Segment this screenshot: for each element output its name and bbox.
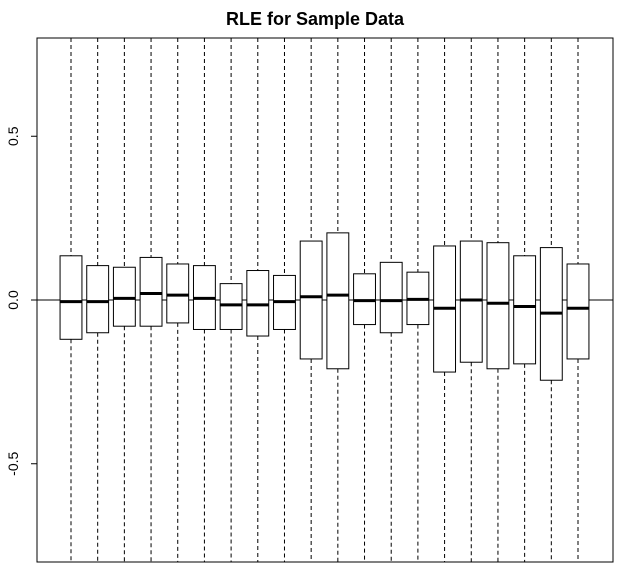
plot-frame: [36, 37, 614, 563]
box: [166, 263, 190, 324]
box: [246, 270, 270, 337]
y-tick-label: 0.5: [5, 126, 21, 146]
box: [326, 232, 350, 370]
box: [219, 283, 243, 330]
box: [59, 255, 83, 340]
y-tick-label: 0.0: [5, 290, 21, 310]
chart-title: RLE for Sample Data: [225, 9, 405, 29]
box: [459, 240, 483, 363]
whiskers-group: [70, 38, 579, 562]
boxes-group: [59, 232, 590, 381]
y-tick-label: -0.5: [5, 451, 21, 475]
y-axis: -0.5 0.0 0.5: [5, 126, 37, 476]
box: [379, 261, 403, 334]
box: [86, 265, 110, 334]
box: [299, 240, 323, 360]
medians-group: [60, 291, 589, 315]
box: [139, 256, 163, 327]
box: [486, 242, 510, 370]
box: [112, 266, 136, 327]
box: [513, 255, 537, 365]
box: [566, 263, 590, 360]
